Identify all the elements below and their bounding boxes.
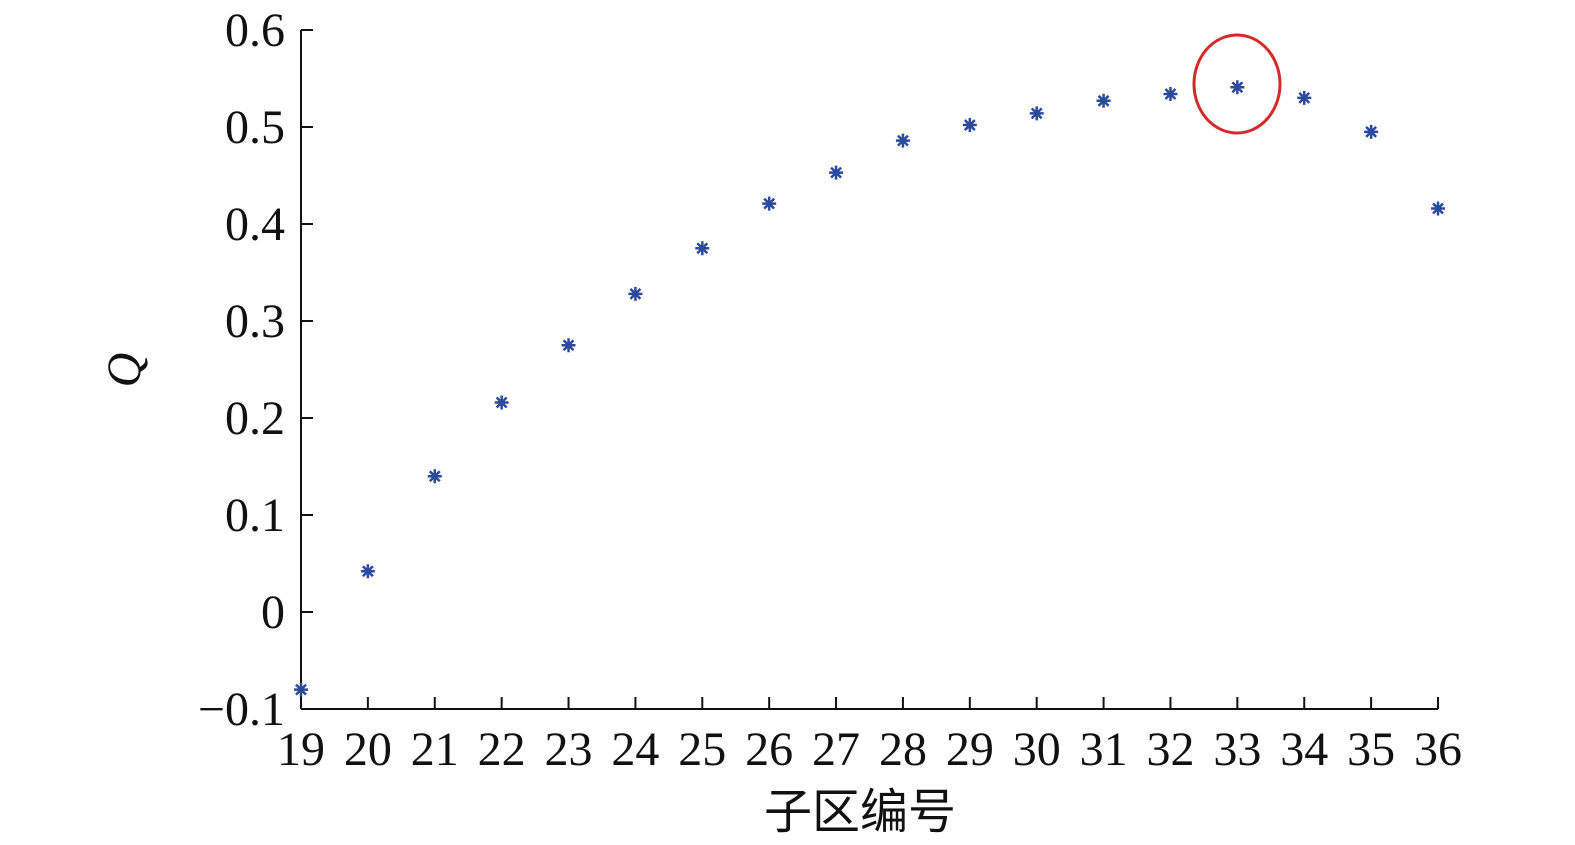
point: [1096, 93, 1111, 108]
x-tick-label: 20: [344, 723, 392, 776]
x-tick-label: 34: [1280, 723, 1328, 776]
y-tick-label: 0.6: [225, 4, 285, 57]
point: [962, 118, 977, 133]
x-tick-label: 25: [678, 723, 726, 776]
y-tick-label: 0.1: [225, 489, 285, 542]
x-tick-label: 28: [879, 723, 927, 776]
point: [1431, 201, 1445, 216]
x-tick-label: 30: [1013, 723, 1061, 776]
point: [1163, 87, 1178, 102]
x-tick-label: 19: [277, 723, 325, 776]
x-tick-label: 32: [1146, 723, 1194, 776]
point: [829, 165, 844, 180]
x-tick-label: 22: [478, 723, 526, 776]
point: [1230, 80, 1245, 95]
point: [762, 196, 777, 211]
y-tick-label: 0.3: [225, 295, 285, 348]
x-tick-label: 26: [745, 723, 793, 776]
point: [427, 469, 442, 484]
point: [1029, 106, 1044, 121]
x-axis-label: 子区编号: [764, 786, 956, 839]
point: [628, 286, 643, 301]
point: [1364, 124, 1379, 139]
x-tick-label: 36: [1414, 723, 1462, 776]
y-tick-label: 0.2: [225, 392, 285, 445]
point: [294, 682, 308, 697]
x-tick-label: 27: [812, 723, 860, 776]
point: [360, 564, 375, 579]
point: [895, 133, 910, 148]
x-tick-label: 21: [411, 723, 459, 776]
point: [1297, 90, 1312, 105]
y-tick-label: 0.5: [225, 101, 285, 154]
point: [695, 241, 710, 256]
y-tick-label: 0.4: [225, 198, 285, 251]
point: [494, 395, 509, 410]
x-tick-label: 29: [946, 723, 994, 776]
x-tick-label: 35: [1347, 723, 1395, 776]
x-tick-label: 23: [545, 723, 593, 776]
x-tick-label: 33: [1213, 723, 1261, 776]
x-tick-label: 24: [611, 723, 659, 776]
point: [561, 338, 576, 353]
x-tick-label: 31: [1080, 723, 1128, 776]
y-axis-label: Q: [98, 353, 151, 388]
highlight-circle: [1192, 33, 1282, 135]
y-tick-label: 0: [261, 586, 285, 639]
y-tick-label: −0.1: [198, 683, 285, 736]
